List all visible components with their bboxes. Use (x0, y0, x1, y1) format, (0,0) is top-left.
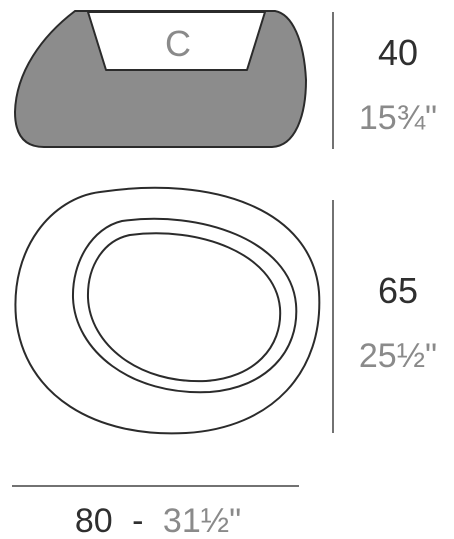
depth-cm: 65 (378, 270, 418, 311)
height-dimension: 40 15¾" (332, 12, 437, 149)
height-in: 15¾" (359, 99, 437, 137)
height-cm: 40 (378, 32, 418, 73)
side-view: C (13, 10, 308, 148)
top-view (14, 186, 321, 435)
width-label: 80 - 31½" (75, 502, 241, 539)
depth-dimension: 65 25½" (332, 200, 437, 433)
width-cm: 80 (75, 502, 113, 539)
width-dimension: 80 - 31½" (12, 485, 299, 539)
side-view-cutout (87, 11, 266, 71)
top-view-seat-opening (86, 232, 282, 383)
depth-in: 25½" (359, 337, 437, 375)
width-in: 31½" (163, 502, 241, 539)
cutout-label: C (165, 23, 191, 64)
width-separator: - (132, 502, 143, 539)
